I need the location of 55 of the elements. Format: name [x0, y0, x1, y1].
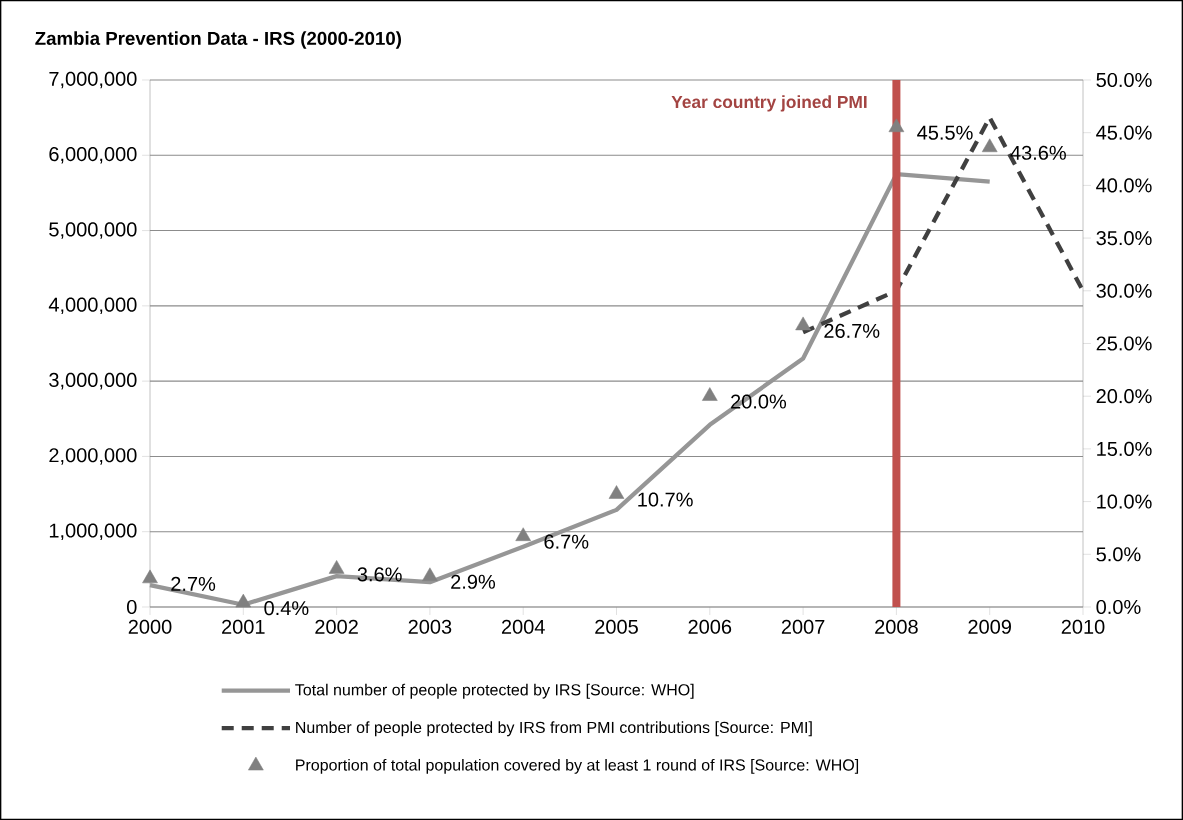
data-label: 20.0%: [731, 394, 787, 409]
x-tick-label: 2005: [595, 619, 638, 634]
y2-tick-label: 50.0%: [1096, 72, 1152, 88]
y2-tick-label: 40.0%: [1096, 178, 1152, 193]
point: [702, 387, 718, 401]
point: [235, 593, 252, 608]
y2-tick-label: 45.0%: [1096, 125, 1152, 140]
y-tick-label: 1,000,000: [49, 523, 137, 540]
x-tick-label: 2002: [315, 619, 358, 634]
y2-tick-label: 25.0%: [1096, 336, 1152, 351]
data-label: 2.9%: [451, 574, 496, 589]
point: [981, 138, 998, 153]
y-tick-label: 5,000,000: [49, 222, 137, 239]
ref-line-label: Year country joined PMI: [671, 95, 867, 112]
y-tick-label: 0: [127, 599, 137, 615]
x-tick-label: 2000: [128, 619, 172, 634]
data-label: 26.7%: [824, 323, 880, 338]
y2-tick-label: 10.0%: [1097, 494, 1152, 509]
x-tick-label: 2004: [501, 619, 545, 634]
point: [142, 569, 158, 584]
legend-label: Number of people protected by IRS from PMI contributions [Source: PMI]: [296, 721, 812, 737]
y-tick-label: 4,000,000: [48, 297, 137, 315]
data-label: 3.6%: [357, 567, 402, 582]
x-tick-label: 2009: [968, 619, 1011, 634]
data-label: 2.7%: [171, 576, 216, 591]
y-tick-label: 7,000,000: [49, 71, 137, 89]
point: [888, 118, 905, 133]
point: [328, 560, 345, 574]
x-tick-label: 2003: [408, 619, 452, 634]
x-tick-label: 2007: [781, 619, 825, 634]
point: [515, 527, 531, 541]
x-tick-label: 2001: [222, 619, 265, 634]
legend-label: Proportion of total population covered by at least 1 round of IRS [Source: WHO]: [296, 758, 859, 774]
x-tick-label: 2006: [688, 619, 732, 634]
x-tick-label: 2010: [1061, 619, 1105, 634]
data-label: 43.6%: [1010, 145, 1066, 160]
y-tick-label: 6,000,000: [49, 147, 137, 164]
legend-label: Total number of people protected by IRS [Source: WHO]: [295, 683, 694, 699]
y2-tick-label: 20.0%: [1096, 389, 1152, 404]
y2-tick-label: 5.0%: [1096, 547, 1141, 562]
y-tick-label: 3,000,000: [49, 372, 137, 390]
data-label: 10.7%: [638, 492, 693, 507]
y2-tick-label: 35.0%: [1096, 231, 1152, 246]
x-tick-label: 2008: [875, 619, 918, 634]
y2-tick-label: 0.0%: [1096, 599, 1141, 615]
data-label: 6.7%: [544, 534, 589, 549]
data-label: 0.4%: [264, 601, 309, 616]
point: [795, 316, 811, 331]
point: [608, 485, 625, 499]
y2-tick-label: 30.0%: [1096, 283, 1152, 298]
chart-title: Zambia Prevention Data - IRS (2000-2010): [35, 31, 401, 49]
data-label: 45.5%: [917, 125, 973, 140]
point: [422, 567, 438, 582]
y2-tick-label: 15.0%: [1097, 441, 1152, 456]
y-tick-label: 2,000,000: [49, 448, 137, 465]
